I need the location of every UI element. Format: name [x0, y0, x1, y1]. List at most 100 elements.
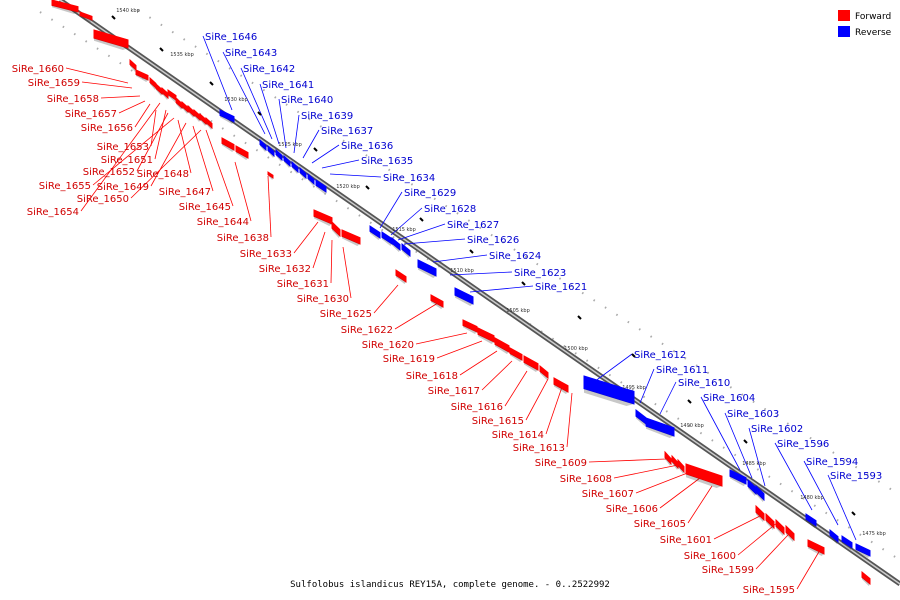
forward-gene-label: SiRe_1638: [217, 233, 269, 244]
forward-leader-line: [65, 67, 129, 84]
forward-gene-label: SiRe_1608: [560, 474, 612, 485]
forward-leader-line: [154, 109, 167, 160]
map-caption: Sulfolobus islandicus REY15A, complete g…: [290, 580, 610, 590]
forward-gene-glyph: [671, 454, 679, 470]
reverse-gene-label: SiRe_1636: [341, 141, 393, 152]
forward-gene-label: SiRe_1650: [77, 194, 129, 205]
reverse-leader-line: [593, 353, 633, 383]
forward-gene-label: SiRe_1633: [240, 249, 292, 260]
forward-leader-line: [613, 464, 679, 479]
reverse-leader-line: [321, 159, 360, 169]
reverse-gene-glyph: [747, 478, 757, 496]
legend-forward-label: Forward: [855, 12, 891, 22]
reverse-leader-line: [432, 254, 488, 263]
reverse-gene-glyph: [283, 154, 291, 168]
forward-gene-label: SiRe_1613: [513, 443, 565, 454]
forward-gene-glyph: [395, 269, 407, 283]
forward-gene-label: SiRe_1616: [451, 402, 503, 413]
forward-gene-label: SiRe_1620: [362, 340, 414, 351]
reverse-gene-glyph-shadow: [418, 267, 436, 278]
forward-leader-line: [136, 112, 169, 172]
forward-gene-glyph: [181, 100, 189, 114]
forward-gene-label: SiRe_1651: [101, 155, 153, 166]
forward-gene-label: SiRe_1617: [428, 386, 480, 397]
forward-leader-line: [687, 485, 713, 524]
scale-tick-label: 1535 kbp: [170, 52, 194, 58]
reverse-gene-glyph-shadow: [220, 115, 234, 124]
reverse-gene-glyph: [275, 148, 283, 162]
forward-gene-glyph: [205, 116, 213, 130]
reverse-gene-glyph: [401, 242, 411, 258]
reverse-gene-glyph: [299, 166, 307, 180]
forward-gene-glyph: [221, 137, 235, 151]
forward-gene-glyph: [267, 171, 274, 179]
reverse-gene-glyph-shadow: [300, 172, 306, 180]
forward-gene-glyph: [161, 86, 169, 100]
forward-gene-glyph-shadow: [150, 82, 156, 90]
scale-tick-label: 1525 kbp: [278, 142, 302, 148]
forward-gene-label: SiRe_1595: [743, 585, 795, 596]
forward-leader-line: [150, 122, 187, 187]
reverse-gene-glyph-shadow: [308, 178, 314, 186]
reverse-gene-glyph-shadow: [856, 549, 870, 558]
reverse-gene-glyph: [855, 543, 871, 557]
reverse-gene-label: SiRe_1646: [205, 32, 257, 43]
forward-gene-glyph-shadow: [332, 228, 340, 238]
forward-gene-glyph: [509, 347, 523, 361]
scale-tick-label: 1505 kbp: [506, 308, 530, 314]
forward-gene-label: SiRe_1605: [634, 519, 686, 530]
forward-gene-glyph-shadow: [554, 384, 568, 394]
reverse-leader-line: [700, 396, 741, 471]
scale-tick-mark: [209, 81, 214, 86]
forward-gene-glyph: [685, 463, 723, 487]
forward-gene-glyph-shadow: [188, 110, 194, 118]
forward-gene-glyph-shadow: [162, 92, 168, 100]
forward-leader-line: [150, 109, 157, 147]
scale-tick-mark: [159, 47, 164, 52]
forward-gene-glyph: [155, 82, 163, 96]
forward-gene-label: SiRe_1632: [259, 264, 311, 275]
forward-gene-label: SiRe_1649: [97, 182, 149, 193]
forward-gene-glyph-shadow: [52, 5, 78, 15]
scale-tick-mark: [313, 147, 318, 152]
reverse-gene-glyph: [219, 109, 235, 123]
reverse-gene-glyph: [454, 287, 474, 305]
forward-gene-glyph-shadow: [176, 102, 182, 110]
reverse-gene-label: SiRe_1637: [321, 126, 373, 137]
reverse-leader-line: [449, 271, 513, 276]
reverse-gene-label: SiRe_1610: [678, 378, 730, 389]
forward-gene-label: SiRe_1619: [383, 354, 435, 365]
forward-leader-line: [659, 477, 701, 509]
reverse-leader-line: [390, 207, 423, 236]
reverse-gene-label: SiRe_1626: [467, 235, 519, 246]
scale-tick-label: 1480 kbp: [800, 495, 824, 501]
scale-tick-mark: [419, 217, 424, 222]
reverse-gene-glyph-shadow: [730, 476, 746, 486]
reverse-gene-glyph: [805, 513, 817, 527]
forward-gene-glyph-shadow: [168, 94, 176, 102]
scale-tick-mark: [631, 353, 636, 358]
forward-gene-glyph-shadow: [314, 216, 332, 226]
forward-gene-label: SiRe_1648: [137, 169, 189, 180]
reverse-gene-glyph-shadow: [756, 492, 764, 502]
reverse-gene-label: SiRe_1628: [424, 204, 476, 215]
reverse-leader-line: [379, 191, 403, 229]
forward-gene-glyph-shadow: [130, 64, 136, 72]
scale-tick-mark: [111, 15, 116, 20]
forward-gene-glyph-shadow: [236, 151, 248, 160]
forward-leader-line: [134, 103, 151, 128]
scale-tick-label: 1520 kbp: [336, 184, 360, 190]
forward-gene-glyph: [553, 377, 569, 393]
reverse-gene-glyph: [841, 535, 853, 549]
reverse-gene-glyph-shadow: [316, 185, 326, 194]
forward-gene-glyph-shadow: [80, 15, 92, 22]
forward-gene-glyph: [861, 570, 871, 586]
reverse-leader-line: [240, 67, 273, 140]
reverse-leader-line: [278, 98, 287, 149]
forward-gene-glyph-shadow: [495, 344, 509, 354]
forward-gene-label: SiRe_1652: [83, 167, 135, 178]
reverse-gene-glyph: [267, 144, 275, 158]
reverse-leader-line: [202, 35, 233, 111]
